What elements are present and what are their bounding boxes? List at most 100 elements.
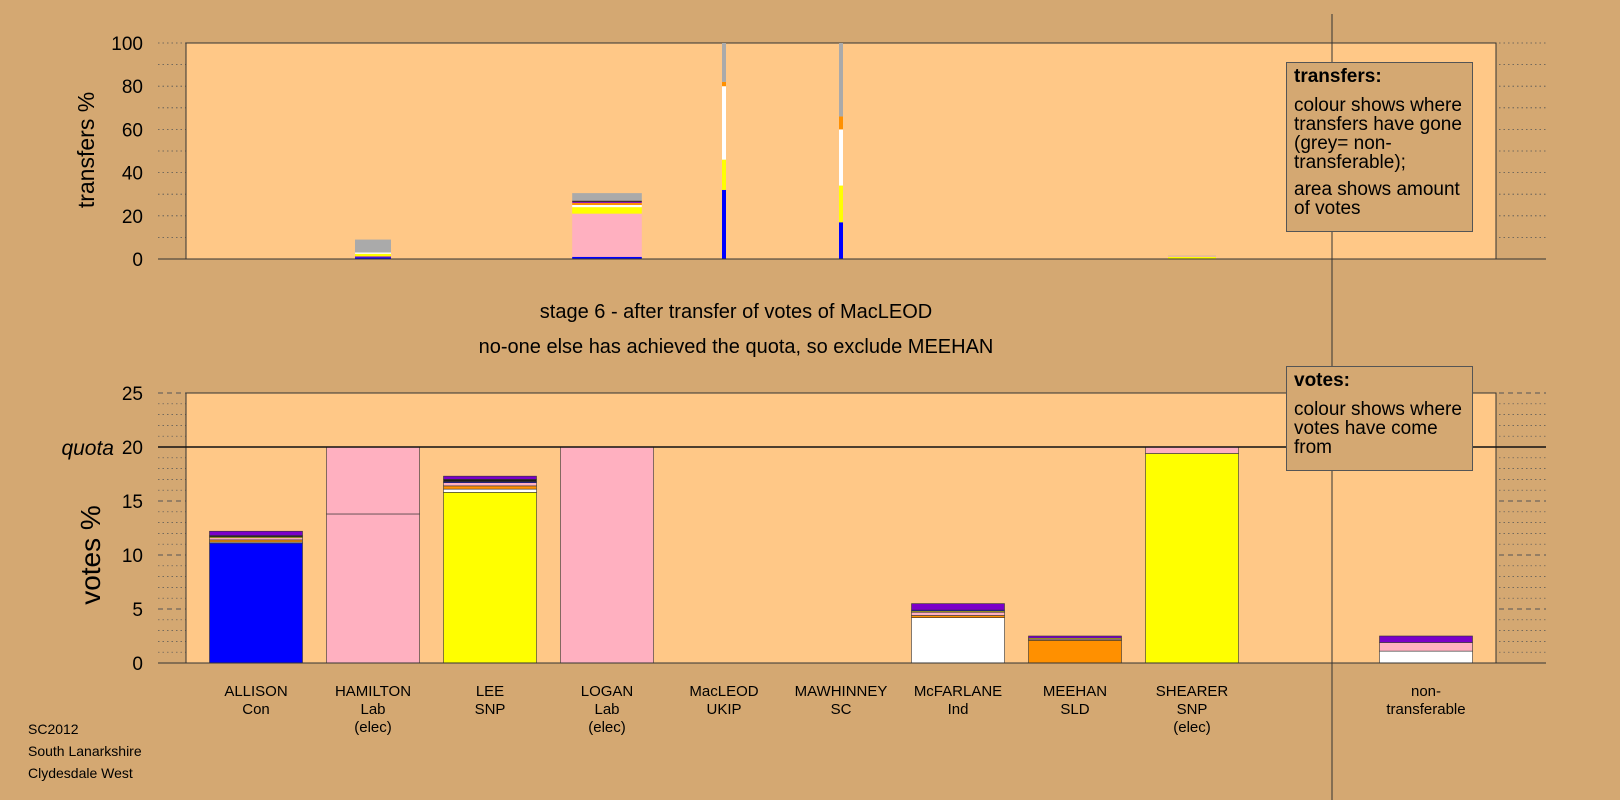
vote-segment-lab: [1379, 642, 1473, 652]
votes-tick-label: 0: [132, 654, 143, 675]
footer-ward: Clydesdale West: [28, 765, 133, 781]
candidate-label: HAMILTON: [335, 683, 411, 700]
vote-segment-lab: [1145, 446, 1239, 454]
transfer-segment-sld: [839, 116, 843, 130]
transfers-tick-label: 80: [122, 77, 143, 98]
transfer-segment-nontransferable: [839, 43, 843, 117]
candidate-label: transferable: [1386, 701, 1465, 718]
candidate-label: SHEARER: [1156, 683, 1229, 700]
transfer-segment-ind: [722, 86, 726, 160]
candidate-label: MEEHAN: [1043, 683, 1107, 700]
vote-segment-con: [209, 542, 303, 664]
candidate-label: SC: [831, 701, 852, 718]
transfer-segment-sc: [572, 200, 642, 202]
transfer-segment-ukip: [355, 256, 391, 258]
candidate-label: UKIP: [706, 701, 741, 718]
vote-segment-ind: [1379, 650, 1473, 664]
transfer-segment-nontransferable: [572, 193, 642, 201]
transfer-segment-con: [355, 257, 391, 259]
transfer-segment-lab: [1168, 256, 1216, 257]
footer: SC2012 South Lanarkshire Clydesdale West: [28, 718, 142, 784]
footer-election: SC2012: [28, 721, 79, 737]
vote-segment-lab: [209, 537, 303, 541]
vote-segment-lab: [911, 611, 1005, 616]
vote-segment-sld: [911, 615, 1005, 618]
candidate-label: SLD: [1060, 701, 1089, 718]
quota-label: quota: [61, 437, 114, 460]
candidate-label: Lab: [594, 701, 619, 718]
vote-segment-sld: [443, 485, 537, 490]
transfer-segment-ukip: [572, 201, 642, 203]
candidate-label: SNP: [1177, 701, 1208, 718]
vote-segment-lab: [560, 446, 654, 664]
votes-tick-label: 5: [132, 600, 143, 621]
transfers-legend-line1: colour shows where transfers have gone (…: [1294, 95, 1462, 173]
vote-segment-snp: [443, 492, 537, 664]
transfers-legend-title: transfers:: [1294, 66, 1382, 87]
candidate-label: LEE: [476, 683, 504, 700]
vote-segment-ukip: [1028, 635, 1122, 639]
vote-segment-snp: [1145, 453, 1239, 664]
transfer-segment-con: [839, 222, 843, 259]
transfer-segment-sld: [572, 202, 642, 205]
transfer-segment-nontransferable: [1168, 255, 1216, 257]
candidate-label: SNP: [475, 701, 506, 718]
votes-axis-title: votes %: [75, 505, 106, 605]
votes-legend-title: votes:: [1294, 370, 1350, 391]
axis-labels: 0 20 40 60 80 100 0 5 10 15 20 25 quota transfers % vo…: [61, 34, 1465, 736]
transfers-legend-box: transfers: colour shows where transfers …: [1286, 62, 1473, 232]
footer-council: South Lanarkshire: [28, 743, 142, 759]
candidate-label: McFARLANE: [914, 683, 1002, 700]
vote-segment-ukip: [209, 530, 303, 536]
candidate-label: MacLEOD: [689, 683, 758, 700]
votes-tick-label: 15: [122, 492, 143, 513]
vote-segment-ind: [911, 617, 1005, 664]
candidate-label: (elec): [588, 719, 626, 736]
candidate-label: Ind: [948, 701, 969, 718]
transfer-segment-ind: [355, 252, 391, 254]
vote-segment-lab: [443, 482, 537, 487]
transfers-legend-line2: area shows amount of votes: [1294, 179, 1460, 219]
candidate-label: ALLISON: [224, 683, 287, 700]
candidate-label: non-: [1411, 683, 1441, 700]
transfer-segment-snp: [1168, 256, 1216, 259]
transfer-segment-con: [572, 256, 642, 259]
transfers-tick-label: 40: [122, 164, 143, 185]
vote-segment-lab: [326, 446, 420, 515]
votes-legend-box: votes: colour shows where votes have com…: [1286, 366, 1473, 471]
votes-tick-label: 10: [122, 546, 143, 567]
vote-segment-ukip: [1379, 635, 1473, 643]
vote-segment-ind: [443, 488, 537, 493]
vote-segment-lab: [326, 513, 420, 664]
transfers-tick-label: 0: [132, 250, 143, 271]
transfers-tick-label: 100: [111, 34, 143, 55]
transfer-segment-snp: [722, 159, 726, 190]
votes-tick-label: 25: [122, 384, 143, 405]
candidate-label: Lab: [360, 701, 385, 718]
transfer-segment-nontransferable: [722, 43, 726, 82]
vote-segment-sld: [1028, 640, 1122, 664]
transfer-segment-sld: [722, 81, 726, 87]
transfer-segment-con: [722, 189, 726, 259]
transfers-axis-title: transfers %: [73, 92, 99, 208]
transfer-segment-ind: [839, 129, 843, 186]
transfer-segment-snp: [839, 185, 843, 223]
votes-legend-line1: colour shows where votes have come from: [1294, 399, 1462, 458]
vote-segment-ukip: [911, 603, 1005, 611]
transfer-segment-ind: [572, 205, 642, 208]
candidate-label: MAWHINNEY: [795, 683, 888, 700]
transfers-tick-label: 20: [122, 207, 143, 228]
candidate-label: LOGAN: [581, 683, 634, 700]
vote-segment-ukip: [443, 475, 537, 480]
transfer-segment-nontransferable: [355, 239, 391, 253]
stage-subtitle: no-one else has achieved the quota, so e…: [479, 336, 994, 358]
votes-tick-label: 20: [122, 438, 143, 459]
vote-segment-sc: [443, 479, 537, 482]
transfer-segment-lab: [572, 213, 642, 257]
transfers-bars: [355, 43, 1216, 259]
candidate-label: (elec): [354, 719, 392, 736]
candidate-label: (elec): [1173, 719, 1211, 736]
transfer-segment-snp: [572, 207, 642, 214]
transfers-tick-label: 60: [122, 120, 143, 141]
